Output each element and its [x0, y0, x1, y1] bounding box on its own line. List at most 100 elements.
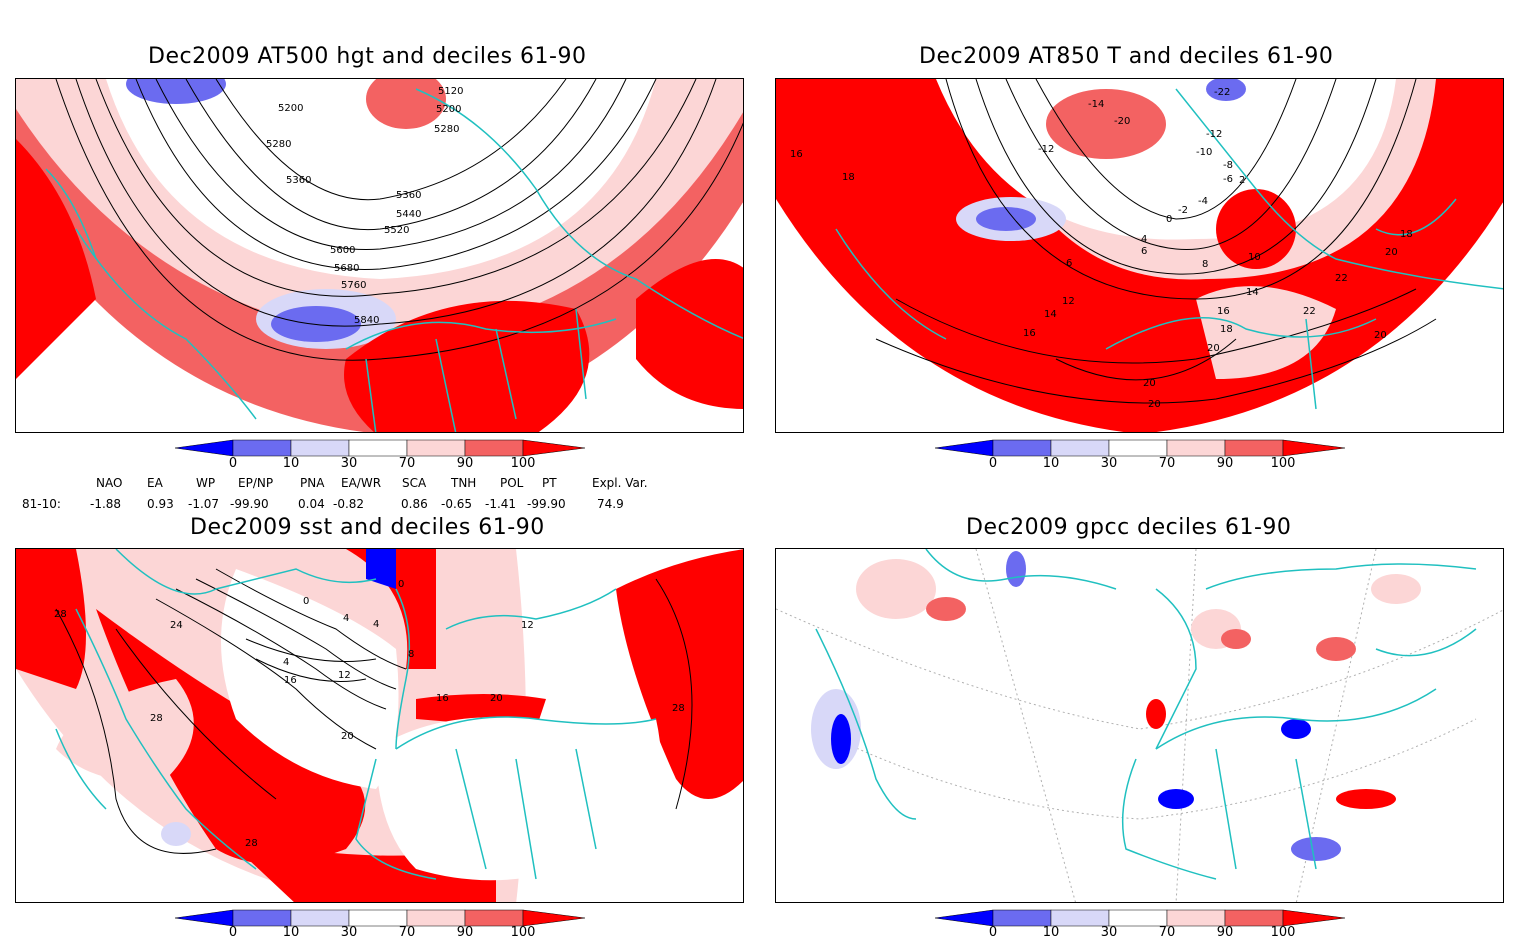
panel-title-gpcc: Dec2009 gpcc deciles 61-90	[966, 515, 1292, 540]
colorbar-label: 10	[1042, 456, 1060, 471]
contour-label: 4	[283, 657, 289, 668]
index-value: -0.65	[441, 497, 473, 511]
contour-label: 4	[373, 619, 379, 630]
contour-label: 16	[284, 675, 297, 686]
contour-label: 6	[1066, 258, 1072, 269]
colorbar-gpcc: 0 10 30 70 90 100	[934, 908, 1346, 940]
colorbar-label: 0	[228, 925, 238, 940]
index-header: POL	[500, 476, 524, 490]
map-gpcc-svg	[776, 549, 1503, 902]
contour-label: 20	[1385, 247, 1398, 258]
colorbar-sst: 0 10 30 70 90 100	[174, 908, 586, 940]
contour-label: 0	[303, 596, 309, 607]
contour-label: 28	[245, 838, 258, 849]
contour-label: -20	[1114, 116, 1130, 127]
map-sst-svg: 28 24 0 4 8 4 4 16 12 20 28 28 12 16 20 …	[16, 549, 743, 902]
colorbar-label: 0	[988, 456, 998, 471]
contour-label: 5280	[266, 139, 291, 150]
contour-label: -22	[1214, 87, 1230, 98]
index-header: EA	[147, 476, 163, 490]
contour-label: 18	[1220, 324, 1233, 335]
contour-label: 5440	[396, 209, 421, 220]
index-value: -1.41	[485, 497, 517, 511]
map-gpcc	[775, 548, 1504, 903]
colorbar-label: 30	[340, 925, 358, 940]
colorbar-label: 100	[510, 925, 536, 940]
contour-label: 5200	[278, 103, 303, 114]
contour-label: 10	[1248, 252, 1261, 263]
contour-label: -6	[1223, 174, 1233, 185]
contour-label: 12	[1062, 296, 1075, 307]
contour-label: 22	[1303, 306, 1316, 317]
index-header: WP	[196, 476, 216, 490]
contour-label: 5840	[354, 315, 379, 326]
colorbar-label: 90	[1216, 925, 1234, 940]
colorbar-label: 100	[1270, 925, 1296, 940]
index-header: SCA	[402, 476, 427, 490]
index-value: 74.9	[597, 497, 624, 511]
contour-label: 2	[1239, 175, 1245, 186]
map-t850-svg: -14 -12 -20 -22 -12 -10 -8 -6 -4 -2 0 2 …	[776, 79, 1503, 432]
contour-label: 5360	[286, 175, 311, 186]
contour-label: 16	[436, 693, 449, 704]
colorbar-hgt500-svg	[174, 439, 586, 457]
colorbar-label: 0	[228, 456, 238, 471]
panel-title-hgt500: Dec2009 AT500 hgt and deciles 61-90	[148, 44, 587, 69]
contour-label: 6	[1141, 246, 1147, 257]
index-header: Expl. Var.	[592, 476, 648, 490]
contour-label: 4	[343, 613, 349, 624]
index-value: -1.88	[90, 497, 122, 511]
contour-label: 5520	[384, 225, 409, 236]
contour-label: 16	[790, 149, 803, 160]
colorbar-t850-svg	[934, 439, 1346, 457]
index-header: TNH	[451, 476, 477, 490]
contour-label: 20	[1148, 399, 1161, 410]
map-hgt500-svg: 5200 5120 5200 5280 5280 5360 5360 5440 …	[16, 79, 743, 432]
contour-label: -14	[1088, 99, 1104, 110]
contour-label: 16	[1217, 306, 1230, 317]
index-header: PT	[542, 476, 557, 490]
contour-label: 16	[1023, 328, 1036, 339]
contour-label: 5360	[396, 190, 421, 201]
colorbar-label: 30	[1100, 456, 1118, 471]
colorbar-label: 10	[282, 456, 300, 471]
colorbar-label: 70	[1158, 456, 1176, 471]
contour-label: 28	[672, 703, 685, 714]
contour-label: 18	[1400, 229, 1413, 240]
index-header: PNA	[300, 476, 325, 490]
contour-label: -10	[1196, 147, 1212, 158]
contour-label: 4	[1141, 234, 1147, 245]
index-value: 0.86	[401, 497, 428, 511]
contour-label: 8	[408, 649, 414, 660]
contour-label: 20	[1207, 343, 1220, 354]
contour-label: 12	[338, 670, 351, 681]
contour-label: -8	[1223, 160, 1233, 171]
contour-label: 5200	[436, 104, 461, 115]
index-row-label: 81-10:	[22, 497, 61, 511]
contour-label: 5680	[334, 263, 359, 274]
panel-title-sst: Dec2009 sst and deciles 61-90	[190, 515, 545, 540]
index-value: 0.93	[147, 497, 174, 511]
index-header: NAO	[96, 476, 123, 490]
colorbar-label: 10	[282, 925, 300, 940]
contour-label: 14	[1246, 287, 1259, 298]
contour-label: -4	[1198, 196, 1208, 207]
contour-label: 8	[1202, 259, 1208, 270]
contour-label: 14	[1044, 309, 1057, 320]
contour-label: 5280	[434, 124, 459, 135]
contour-label: 20	[341, 731, 354, 742]
colorbar-gpcc-svg	[934, 909, 1346, 927]
colorbar-sst-svg	[174, 909, 586, 927]
contour-label: 18	[842, 172, 855, 183]
map-sst: 28 24 0 4 8 4 4 16 12 20 28 28 12 16 20 …	[15, 548, 744, 903]
contour-label: -12	[1206, 129, 1222, 140]
index-value: 0.04	[298, 497, 325, 511]
contour-label: 5600	[330, 245, 355, 256]
contour-label: 0	[1166, 214, 1172, 225]
colorbar-label: 90	[1216, 456, 1234, 471]
contour-label: 22	[1335, 273, 1348, 284]
colorbar-label: 90	[456, 456, 474, 471]
contour-label: -2	[1178, 205, 1188, 216]
contour-label: 20	[490, 693, 503, 704]
index-value: -99.90	[527, 497, 566, 511]
